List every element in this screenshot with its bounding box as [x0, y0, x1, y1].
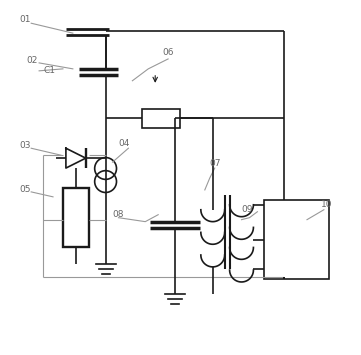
Text: 04: 04	[118, 139, 130, 148]
Text: 08: 08	[113, 210, 124, 219]
Text: 10: 10	[321, 200, 332, 209]
Bar	[63, 188, 89, 247]
Text: 03: 03	[19, 141, 31, 150]
Text: 05: 05	[19, 185, 31, 195]
Text: 09: 09	[242, 205, 253, 214]
Text: 06: 06	[162, 49, 174, 58]
Text: 02: 02	[26, 56, 38, 65]
Text: 07: 07	[210, 159, 221, 168]
Text: C1: C1	[43, 66, 55, 75]
Bar	[142, 109, 180, 129]
Bar	[264, 200, 329, 279]
Text: 01: 01	[19, 15, 31, 24]
